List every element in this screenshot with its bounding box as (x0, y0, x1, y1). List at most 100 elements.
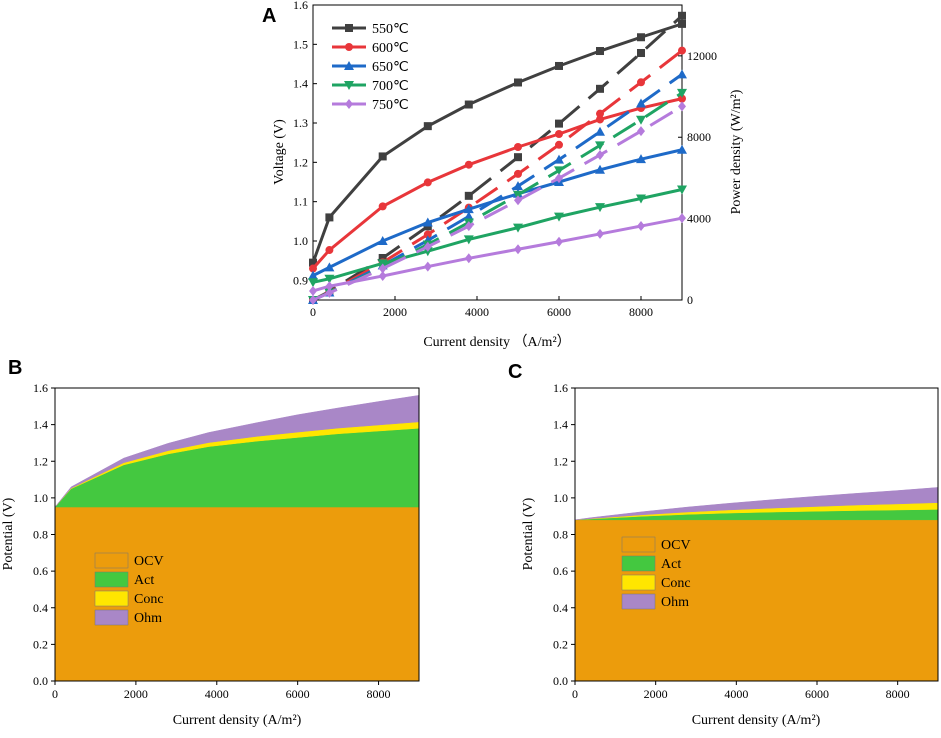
power-point (325, 287, 334, 298)
power-point (555, 119, 563, 128)
voltage-point (378, 202, 387, 211)
panel-c-legend: OCV Act Conc Ohm (621, 536, 691, 610)
legend-label: Conc (134, 592, 164, 607)
y-tick-label: 1.4 (553, 418, 568, 432)
power-curve-square (312, 14, 684, 302)
x-tick-label: 0 (52, 687, 58, 701)
voltage-point (514, 78, 522, 87)
voltage-point (677, 144, 687, 154)
legend-swatch (94, 590, 129, 607)
left-y-tick-label: 1.3 (293, 116, 308, 130)
voltage-point (555, 61, 563, 70)
panel-a-series (308, 11, 687, 305)
power-point (514, 169, 522, 178)
legend-marker (345, 24, 353, 32)
panel-c: C 0 2000 4000 6000 8000 0.0 0.2 0.4 0.6 0.8 1.0 1.… (508, 361, 939, 728)
x-tick-label: 8000 (886, 687, 910, 701)
right-y-tick-label: 8000 (687, 130, 711, 144)
voltage-point (464, 253, 473, 264)
legend-swatch (94, 571, 129, 588)
power-point (595, 141, 605, 151)
voltage-point (595, 164, 605, 174)
panel-a-right-y-axis-label: Power density (W/m²) (729, 89, 744, 214)
panel-c-x-axis-label: Current density (A/m²) (692, 713, 821, 728)
panel-b: B 0 2000 4000 6000 8000 0.0 0.2 0.4 0.6 0.8 1.0 1.… (1, 357, 420, 728)
voltage-point (377, 236, 388, 245)
voltage-point (463, 204, 474, 214)
voltage-point (463, 235, 474, 245)
power-point (637, 78, 645, 87)
power-point (555, 173, 563, 184)
voltage-curve-triangle-down (312, 188, 683, 284)
power-point (596, 84, 604, 93)
legend-label: 550℃ (372, 22, 409, 37)
power-point (423, 230, 432, 239)
voltage-point (464, 100, 473, 109)
panel-a-right-y-ticks: 0 4000 8000 12000 (678, 49, 717, 307)
x-tick-label: 4000 (724, 687, 748, 701)
power-point (463, 211, 474, 221)
power-point (378, 253, 387, 262)
voltage-point (378, 271, 387, 282)
y-tick-label: 0.8 (553, 528, 568, 542)
y-tick-label: 0.6 (553, 564, 568, 578)
power-point (677, 88, 687, 98)
power-point (378, 263, 387, 274)
x-tick-label: 6000 (805, 687, 829, 701)
power-point (636, 98, 646, 108)
voltage-point (596, 115, 604, 124)
legend-label: Act (134, 573, 154, 588)
y-tick-label: 1.0 (553, 491, 568, 505)
right-y-tick-label: 4000 (687, 212, 711, 226)
legend-label: Ohm (661, 595, 689, 610)
legend-label: Ohm (134, 611, 162, 626)
right-y-tick-label: 12000 (687, 49, 717, 63)
voltage-point (596, 47, 604, 56)
voltage-point (325, 213, 334, 222)
x-tick-label: 0 (572, 687, 578, 701)
y-tick-label: 0.6 (33, 564, 48, 578)
panel-c-y-axis-label: Potential (V) (521, 497, 536, 570)
y-tick-label: 1.2 (553, 454, 568, 468)
panel-b-x-ticks: 0 2000 4000 6000 8000 (52, 681, 391, 701)
power-point (514, 153, 522, 162)
legend-marker (345, 99, 353, 109)
x-tick-label: 0 (310, 305, 316, 319)
power-point (637, 49, 645, 58)
panel-a-letter: A (262, 5, 276, 27)
y-tick-label: 0.8 (33, 528, 48, 542)
panel-a-left-y-axis-label: Voltage (V) (272, 119, 287, 185)
right-y-tick-label: 0 (687, 293, 693, 307)
voltage-point (309, 285, 317, 296)
voltage-point (325, 246, 334, 255)
legend-swatch (621, 555, 656, 572)
voltage-point (513, 223, 523, 233)
legend-label: 650℃ (372, 60, 409, 75)
x-tick-label: 4000 (205, 687, 229, 701)
power-point (464, 221, 473, 232)
legend-label: Act (661, 557, 681, 572)
y-tick-label: 0.0 (33, 674, 48, 688)
y-tick-label: 1.6 (33, 381, 48, 395)
legend-marker (344, 81, 354, 90)
voltage-point (423, 261, 432, 272)
power-point (678, 101, 686, 112)
panel-a-left-y-ticks: 0.9 1.0 1.1 1.2 1.3 1.4 1.5 1.6 (293, 0, 317, 287)
y-tick-label: 0.4 (33, 601, 48, 615)
power-point (637, 126, 645, 137)
legend-swatch (621, 574, 656, 591)
y-tick-label: 0.0 (553, 674, 568, 688)
voltage-point (309, 258, 317, 267)
voltage-point (554, 212, 564, 222)
panel-b-y-ticks: 0.0 0.2 0.4 0.6 0.8 1.0 1.2 1.4 1.6 (33, 381, 55, 688)
voltage-point (309, 264, 317, 273)
legend-swatch (621, 593, 656, 610)
power-point (514, 195, 522, 206)
voltage-point (677, 185, 687, 195)
power-point (596, 109, 604, 118)
voltage-point (637, 33, 645, 42)
voltage-point (308, 278, 318, 288)
power-point (554, 166, 564, 176)
left-y-tick-label: 1.4 (293, 77, 308, 91)
voltage-point (595, 203, 605, 213)
